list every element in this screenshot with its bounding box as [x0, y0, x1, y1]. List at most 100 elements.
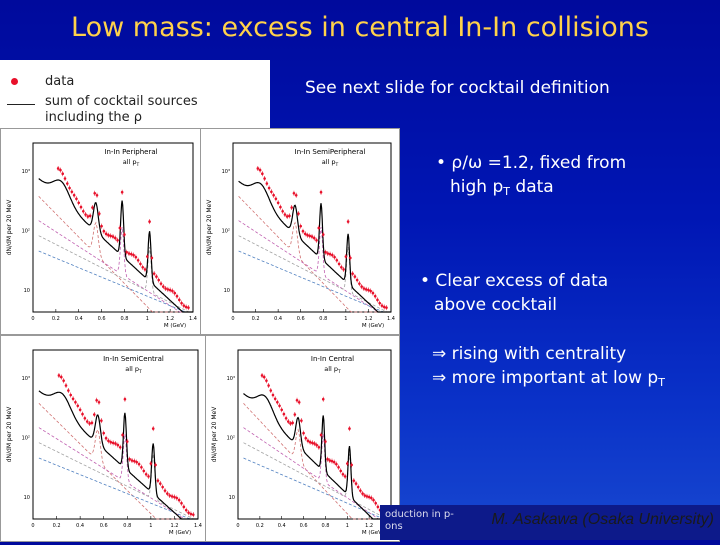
data-point — [97, 400, 101, 404]
data-point — [161, 285, 165, 288]
y-tick-label: 10³ — [22, 376, 30, 382]
bullet-low-pt: ⇒ more important at low pT — [432, 368, 665, 389]
data-point — [272, 193, 275, 197]
data-point — [81, 412, 84, 416]
x-tick-label: 0.6 — [98, 316, 106, 322]
y-tick-label: 10 — [229, 495, 235, 501]
data-point — [142, 469, 146, 473]
data-point — [83, 416, 87, 420]
data-point — [339, 469, 343, 473]
data-point — [156, 479, 160, 482]
data-point — [355, 278, 359, 282]
data-point — [278, 404, 281, 408]
data-point — [279, 205, 282, 209]
plot-frame — [237, 349, 392, 520]
data-point — [362, 287, 366, 290]
plot-semiperipheral: dN/dM per 20 MeV 10³ 10² 10 0 0.2 0.4 0.6 0.8 1 1.… — [200, 128, 400, 335]
data-point — [328, 252, 332, 256]
y-axis-label: dN/dM per 20 MeV — [211, 406, 218, 462]
data-point — [385, 306, 388, 309]
data-point — [128, 457, 131, 461]
data-point — [310, 235, 314, 238]
data-point — [182, 304, 186, 307]
data-point — [109, 440, 113, 444]
data-point — [273, 397, 277, 401]
cocktail-component-line — [243, 457, 390, 520]
data-point — [64, 384, 68, 387]
data-point — [317, 226, 321, 230]
data-point — [61, 172, 65, 175]
x-tick-label: 0.8 — [321, 523, 329, 529]
data-point — [81, 209, 85, 213]
data-point — [382, 305, 386, 309]
cocktail-component-line — [38, 427, 197, 520]
data-point — [274, 197, 278, 201]
data-point — [149, 462, 153, 465]
data-point — [116, 443, 120, 447]
cocktail-component-line — [243, 403, 390, 520]
data-point — [315, 443, 318, 447]
x-tick-label: 0.6 — [300, 523, 308, 529]
data-point — [265, 379, 268, 382]
data-point — [168, 288, 172, 292]
data-point — [319, 190, 323, 194]
data-point — [376, 505, 380, 509]
data-point — [125, 250, 129, 254]
x-tick-label: 1.4 — [189, 316, 197, 322]
panel-sublabel: all pT — [123, 158, 140, 168]
data-point — [85, 420, 89, 423]
data-point — [299, 224, 303, 228]
data-point — [328, 459, 332, 462]
footer-left-text: oduction in p- ons — [385, 509, 454, 533]
legend-box — [0, 60, 270, 130]
data-point — [144, 472, 148, 476]
data-point — [345, 462, 349, 465]
data-point — [360, 285, 363, 288]
data-point — [168, 494, 172, 497]
data-point — [79, 205, 83, 209]
panel-label: In-In Central — [311, 355, 354, 363]
data-point — [317, 445, 321, 449]
data-point — [175, 294, 179, 298]
cocktail-sum-line — [243, 393, 391, 520]
data-point — [59, 375, 63, 379]
data-point — [280, 408, 284, 412]
data-point — [297, 400, 301, 404]
cocktail-component-line — [238, 196, 390, 313]
data-point — [308, 234, 312, 238]
data-point — [152, 272, 156, 275]
plot-semicentral: dN/dM per 20 MeV 10³ 10² 10 0 0.2 0.4 0.6 0.8 1 1.… — [0, 335, 207, 542]
data-point — [150, 256, 154, 260]
plot-semicentral-svg: dN/dM per 20 MeV 10³ 10² 10 0 0.2 0.4 0.6 0.8 1 1.… — [6, 349, 202, 536]
data-point — [335, 258, 339, 262]
data-point — [171, 289, 174, 293]
data-point — [107, 439, 110, 443]
legend-cocktail-label: sum of cocktail sources — [45, 94, 198, 109]
x-tick-label: 0.8 — [120, 316, 128, 322]
data-point — [354, 482, 358, 485]
panel-label: In-In Peripheral — [104, 148, 157, 156]
data-point — [111, 441, 115, 445]
data-point — [92, 413, 96, 416]
data-point — [95, 398, 98, 402]
slide-title: Low mass: excess in central In-In collis… — [71, 12, 649, 43]
data-point — [289, 422, 292, 425]
plot-central: dN/dM per 20 MeV 10³ 10² 10 0 0.2 0.4 0.6 0.8 1 1.… — [205, 335, 400, 542]
data-point — [326, 457, 329, 461]
data-point — [333, 255, 336, 259]
x-tick-label: 1 — [149, 523, 152, 529]
data-point — [88, 214, 92, 218]
data-point — [158, 482, 162, 485]
x-tick-label: 0.2 — [256, 523, 264, 529]
data-point — [111, 235, 115, 238]
data-point — [337, 465, 340, 469]
x-tick-label: 0 — [31, 523, 34, 529]
data-point — [291, 421, 294, 425]
data-point — [260, 374, 264, 377]
data-point — [127, 252, 131, 255]
cocktail-component-line — [38, 457, 197, 520]
data-point — [67, 389, 70, 392]
data-point — [286, 420, 290, 423]
data-point — [301, 229, 305, 233]
data-point — [180, 501, 183, 505]
